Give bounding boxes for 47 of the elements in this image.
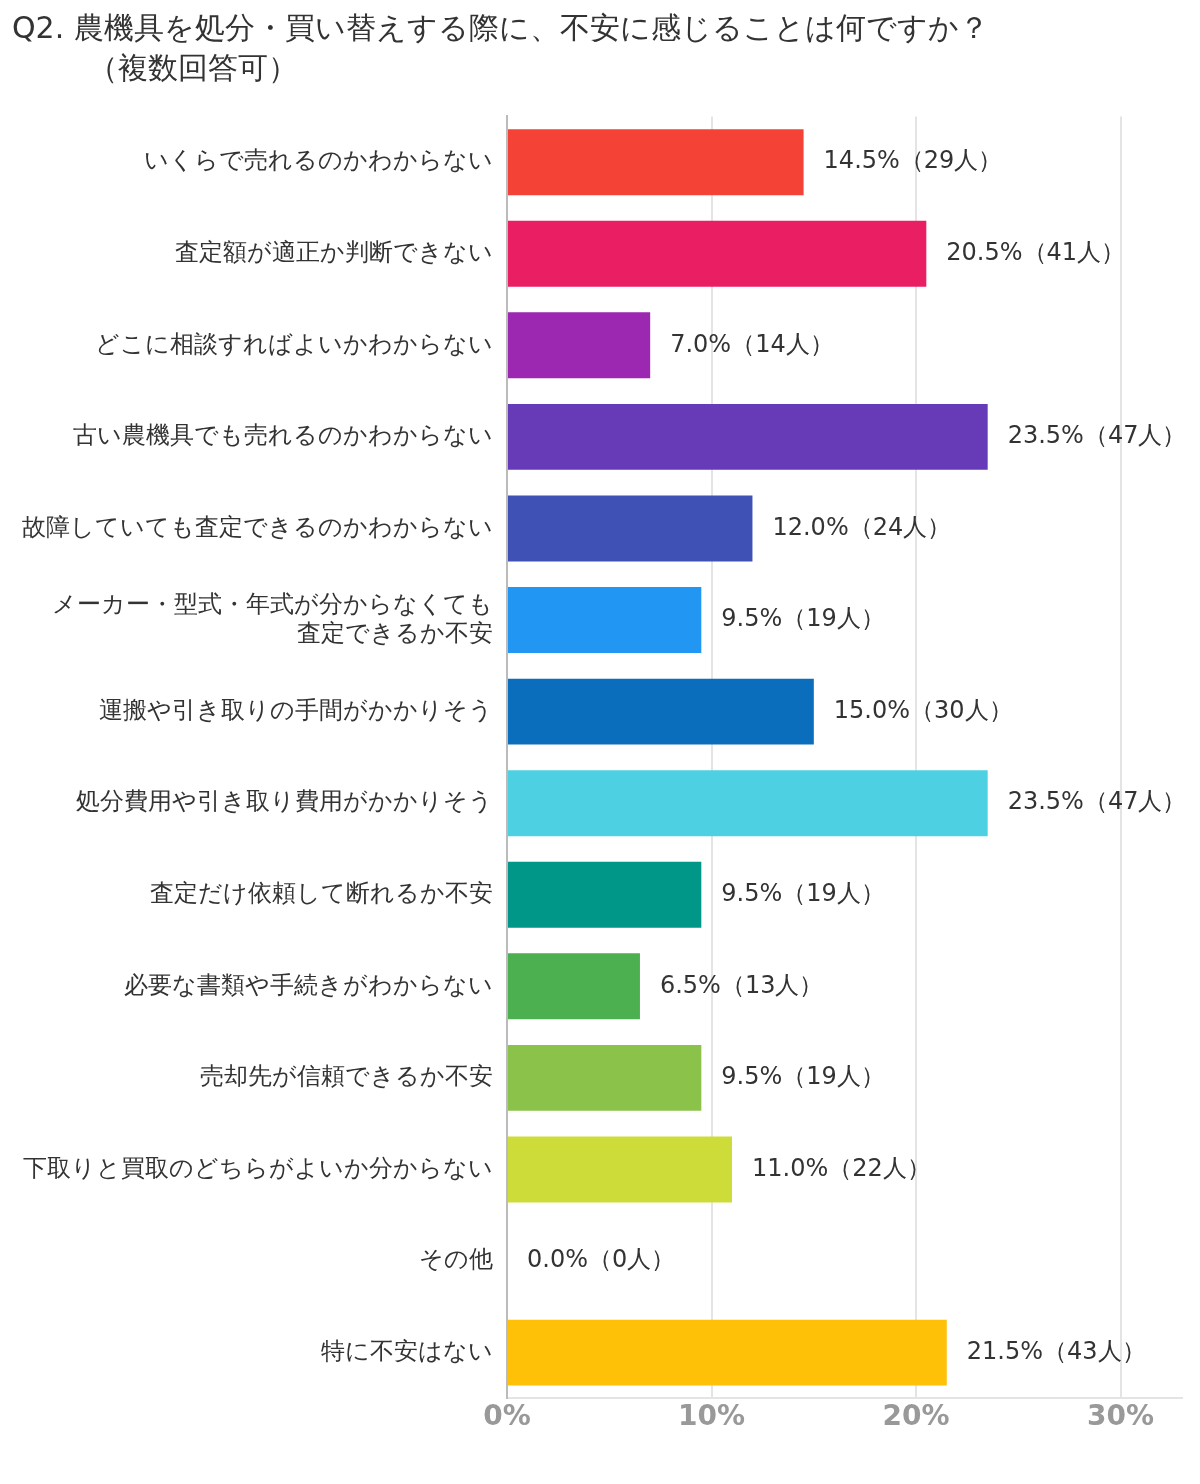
y-tick-label: 古い農機具でも売れるのかわからない [73, 421, 493, 450]
y-tick-label: 特に不安はない [321, 1336, 493, 1365]
bar [508, 1044, 702, 1111]
data-label: 14.5%（29人） [823, 146, 1003, 175]
bar [508, 129, 804, 196]
bar [508, 495, 753, 562]
data-label: 23.5%（47人） [1007, 421, 1187, 450]
y-tick-label: 処分費用や引き取り費用がかかりそう [76, 787, 493, 816]
data-label: 6.5%（13人） [659, 970, 824, 999]
x-tick-label: 0% [483, 1399, 531, 1433]
bar [508, 403, 988, 470]
y-tick-label: 査定だけ依頼して断れるか不安 [150, 878, 493, 907]
y-tick-label: メーカー・型式・年式が分からなくても査定できるか不安 [52, 589, 493, 647]
data-label: 23.5%（47人） [1007, 787, 1187, 816]
bar [508, 587, 702, 654]
data-label: 20.5%（41人） [946, 237, 1126, 266]
bar [508, 678, 814, 745]
bar [508, 1136, 732, 1203]
data-label: 9.5%（19人） [721, 878, 885, 907]
text: （複数回答可） [87, 49, 299, 87]
y-tick-label: 下取りと買取のどちらがよいか分からない [23, 1153, 493, 1182]
data-label: 9.5%（19人） [721, 604, 885, 633]
y-tick-label: いくらで売れるのかわからない [144, 146, 493, 175]
y-tick-label: 故障していても査定できるのかわからない [22, 512, 493, 541]
y-tick-label: 運搬や引き取りの手間がかかりそう [99, 695, 493, 724]
y-tick-label: どこに相談すればよいかわからない [95, 329, 493, 358]
data-label: 9.5%（19人） [721, 1062, 885, 1091]
bar [508, 1319, 947, 1386]
chart-title: Q2. 農機具を処分・買い替えする際に、不安に感じることは何ですか？ [11, 9, 990, 47]
data-label: 11.0%（22人） [752, 1153, 931, 1182]
data-label: 7.0%（14人） [670, 329, 834, 358]
x-tick-label: 10% [678, 1399, 746, 1433]
data-label: 0.0%（0人） [527, 1245, 676, 1274]
bar [508, 312, 651, 379]
x-tick-label: 20% [882, 1399, 950, 1433]
y-tick-label: 必要な書類や手続きがわからない [124, 970, 493, 999]
bar [508, 770, 988, 837]
data-label: 21.5%（43人） [966, 1336, 1146, 1365]
x-tick-label: 30% [1087, 1399, 1155, 1433]
y-tick-label: その他 [419, 1245, 493, 1274]
y-tick-label: 売却先が信頼できるか不安 [200, 1062, 493, 1091]
bar [508, 220, 927, 287]
data-label: 12.0%（24人） [772, 512, 952, 541]
bar [508, 953, 640, 1020]
y-tick-label: 査定額が適正か判断できない [175, 237, 493, 266]
data-label: 15.0%（30人） [833, 695, 1013, 724]
bar [508, 861, 702, 928]
